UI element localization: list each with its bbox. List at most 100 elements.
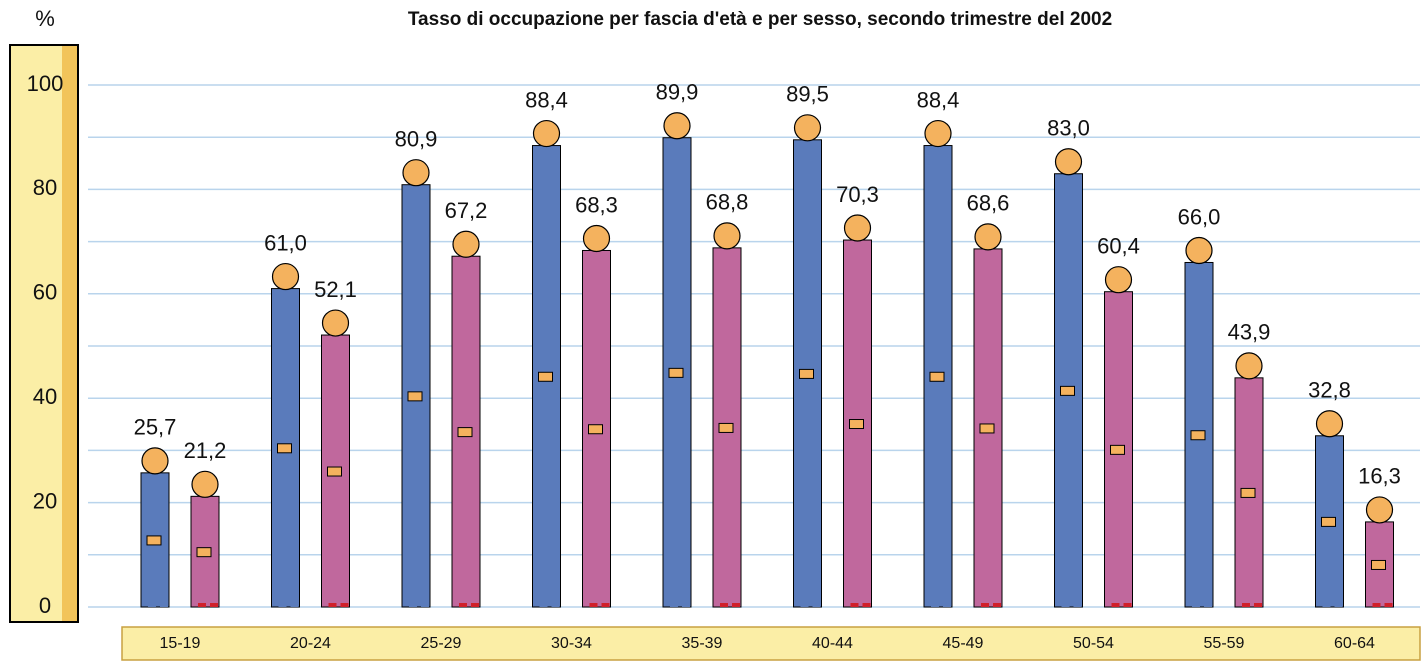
figure-head [534, 121, 560, 147]
value-label: 88,4 [525, 87, 568, 112]
figure-head [1106, 267, 1132, 293]
figure-foot [160, 603, 168, 607]
figure-hand [278, 444, 292, 453]
y-tick-label: 40 [33, 384, 57, 409]
figure-foot [291, 603, 299, 607]
figure-hand [980, 424, 994, 433]
figure-foot [341, 603, 349, 607]
chart-title: Tasso di occupazione per fascia d'età e … [408, 9, 1112, 30]
x-tick-label: 25-29 [421, 635, 462, 652]
figure-head [1236, 353, 1262, 379]
figure-hand [800, 369, 814, 378]
value-label: 52,1 [314, 277, 357, 302]
figure-head [453, 231, 479, 257]
figure-foot [1124, 603, 1132, 607]
value-label: 60,4 [1097, 234, 1140, 259]
value-label: 67,2 [445, 198, 488, 223]
value-label: 70,3 [836, 182, 879, 207]
figure-hand [1061, 386, 1075, 395]
x-tick-label: 30-34 [551, 635, 592, 652]
x-tick-label: 50-54 [1073, 635, 1114, 652]
figure-foot [279, 603, 287, 607]
figure-foot [1373, 603, 1381, 607]
figure-foot [981, 603, 989, 607]
value-label: 61,0 [264, 230, 307, 255]
figure-foot [1112, 603, 1120, 607]
y-tick-label: 80 [33, 175, 57, 200]
figure-head [1317, 411, 1343, 437]
figure-head [1056, 149, 1082, 175]
figure-foot [943, 603, 951, 607]
value-label: 16,3 [1358, 464, 1401, 489]
figure-foot [801, 603, 809, 607]
figure-head [845, 215, 871, 241]
figure-foot [813, 603, 821, 607]
x-tick-label: 40-44 [812, 635, 853, 652]
value-label: 43,9 [1228, 320, 1271, 345]
figure-foot [1074, 603, 1082, 607]
figure-hand [1241, 488, 1255, 497]
figure-foot [993, 603, 1001, 607]
figure-foot [732, 603, 740, 607]
x-tick-label: 35-39 [682, 635, 723, 652]
figure-foot [1242, 603, 1250, 607]
x-tick-label: 15-19 [160, 635, 201, 652]
figure-head [664, 113, 690, 139]
value-label: 89,5 [786, 82, 829, 107]
figure-foot [863, 603, 871, 607]
value-label: 25,7 [134, 415, 177, 440]
value-label: 80,9 [395, 127, 438, 152]
figure-foot [459, 603, 467, 607]
value-label: 66,0 [1178, 204, 1221, 229]
figure-foot [602, 603, 610, 607]
figure-head [714, 223, 740, 249]
figure-foot [851, 603, 859, 607]
x-tick-label: 20-24 [290, 635, 331, 652]
figure-foot [552, 603, 560, 607]
y-tick-label: 20 [33, 488, 57, 513]
figure-hand [539, 372, 553, 381]
figure-hand [589, 425, 603, 434]
figure-hand [1322, 517, 1336, 526]
value-label: 88,4 [917, 87, 960, 112]
figure-foot [1323, 603, 1331, 607]
figure-foot [931, 603, 939, 607]
figure-hand [1372, 560, 1386, 569]
value-label: 68,3 [575, 192, 618, 217]
figure-hand [197, 548, 211, 557]
figure-foot [1254, 603, 1262, 607]
figure-foot [590, 603, 598, 607]
value-label: 68,8 [706, 190, 749, 215]
figure-foot [540, 603, 548, 607]
x-tick-label: 55-59 [1204, 635, 1245, 652]
figure-head [192, 471, 218, 497]
y-axis-shade [62, 46, 77, 621]
figure-foot [670, 603, 678, 607]
figure-hand [458, 428, 472, 437]
y-tick-label: 100 [27, 71, 64, 96]
figure-hand [408, 392, 422, 401]
figure-foot [1062, 603, 1070, 607]
figure-hand [1111, 445, 1125, 454]
figure-foot [1335, 603, 1343, 607]
figure-foot [1385, 603, 1393, 607]
figure-head [1186, 237, 1212, 263]
figure-head [142, 448, 168, 474]
figure-foot [1204, 603, 1212, 607]
figure-head [795, 115, 821, 141]
figure-foot [148, 603, 156, 607]
figure-foot [409, 603, 417, 607]
value-label: 83,0 [1047, 116, 1090, 141]
figure-foot [1192, 603, 1200, 607]
figure-hand [147, 536, 161, 545]
x-tick-label: 60-64 [1334, 635, 1375, 652]
figure-head [1367, 497, 1393, 523]
figure-hand [1191, 431, 1205, 440]
figure-hand [669, 368, 683, 377]
figure-head [975, 224, 1001, 250]
figure-foot [329, 603, 337, 607]
figure-head [925, 121, 951, 147]
y-tick-label: 60 [33, 280, 57, 305]
figure-foot [471, 603, 479, 607]
figure-head [323, 310, 349, 336]
